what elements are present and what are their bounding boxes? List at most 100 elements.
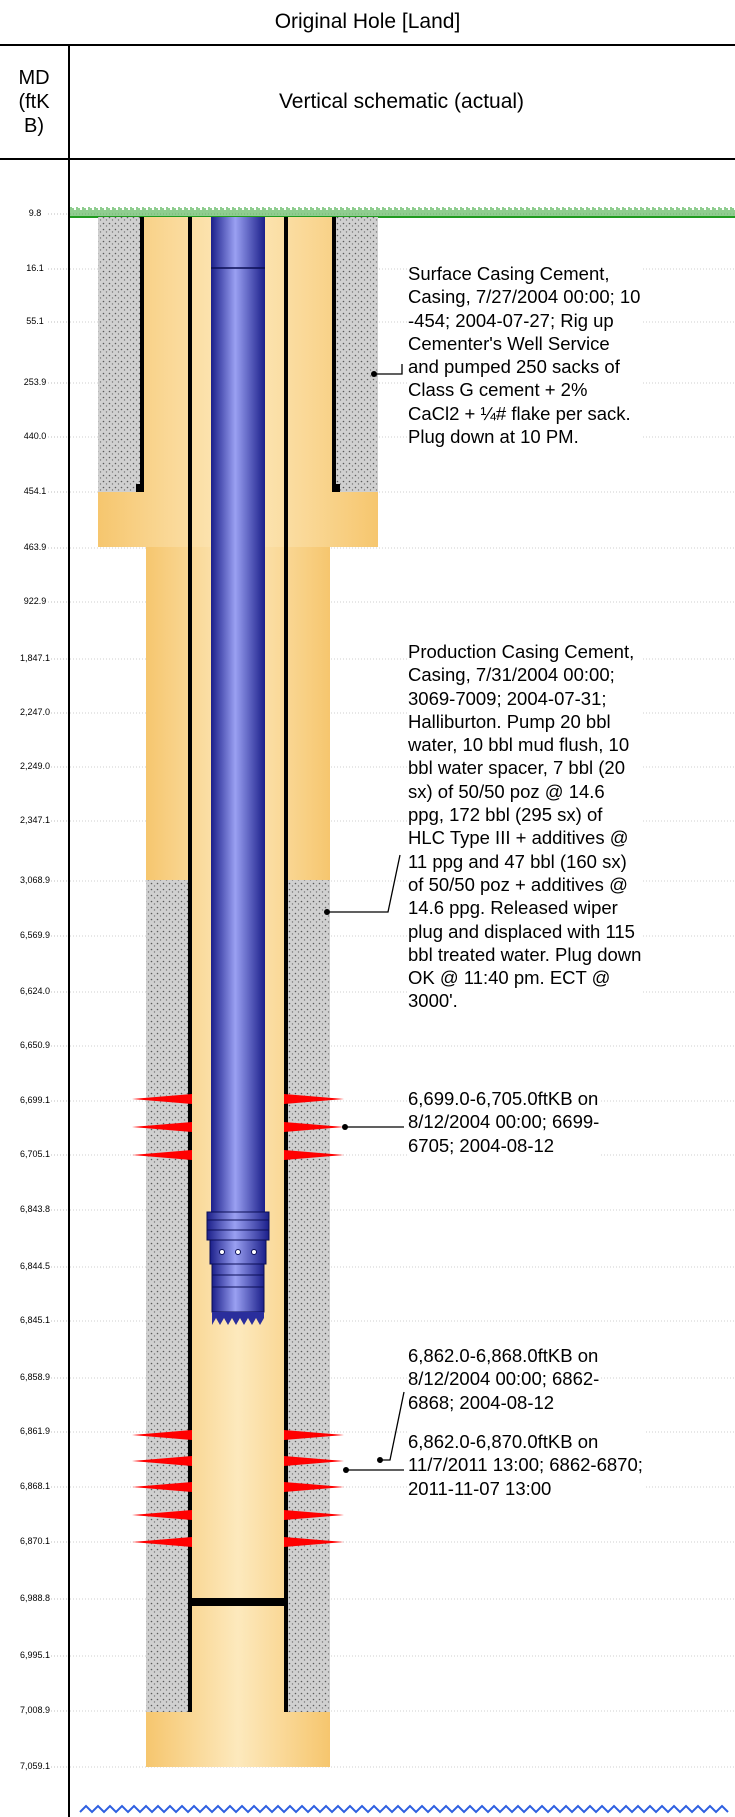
note-line: 11 ppg and 47 bbl (160 sx) <box>408 850 627 872</box>
bridge-plug <box>190 1598 286 1606</box>
note-line: plug and displaced with 115 <box>408 920 635 942</box>
md-label: 6,624.0 <box>19 986 51 996</box>
note-line: Plug down at 10 PM. <box>408 426 579 448</box>
perforation-shot-left <box>132 1456 192 1466</box>
perforation-shot-right <box>284 1094 344 1104</box>
production-cement-left <box>146 880 189 1712</box>
surface-cement-left <box>98 217 141 492</box>
md-label: 6,870.1 <box>19 1536 51 1546</box>
perforation-shot-left <box>132 1150 192 1160</box>
note-line: Production Casing Cement, <box>408 641 635 662</box>
annotation-leaders <box>327 364 405 1471</box>
mule-shoe <box>211 1263 265 1313</box>
note-line: Halliburton. Pump 20 bbl <box>408 710 611 732</box>
md-label: 6,858.9 <box>19 1372 51 1382</box>
md-label: 6,843.8 <box>19 1204 51 1214</box>
md-column-header: MD (ftK B) <box>18 67 50 137</box>
note-line: Class G cement + 2% <box>408 379 588 401</box>
depth-gridlines <box>48 213 735 1768</box>
md-label: 454.1 <box>23 486 47 496</box>
note-line: 6,699.0-6,705.0ftKB on <box>408 1088 599 1109</box>
perforation-note-1: 6,699.0-6,705.0ftKB on 8/12/2004 00:00; 6… <box>407 1087 601 1157</box>
total-depth-marker <box>79 1804 729 1814</box>
header-divider <box>0 158 735 160</box>
surface-casing-left <box>140 217 144 492</box>
perforation-shot-right <box>284 1122 344 1132</box>
md-label: 463.9 <box>23 542 47 552</box>
md-label: 253.9 <box>23 377 47 387</box>
note-line: 6,862.0-6,870.0ftKB on <box>408 1431 599 1452</box>
md-label: 6,569.9 <box>19 930 51 940</box>
note-line: water, 10 bbl mud flush, 10 <box>408 734 630 756</box>
md-label: 16.1 <box>26 263 44 273</box>
surface-cement-note: Surface Casing Cement, Casing, 7/27/2004 … <box>407 262 642 449</box>
diagram-title: Original Hole [Land] <box>0 0 735 46</box>
perforation-shot-left <box>132 1094 192 1104</box>
note-line: CaCl2 + ¼# flake per sack. <box>408 402 631 424</box>
tubing-coupling <box>206 1211 270 1241</box>
note-line: OK @ 11:40 pm. ECT @ <box>408 967 611 989</box>
perforations <box>132 1094 344 1547</box>
note-line: bbl treated water. Plug down <box>408 943 642 965</box>
note-line: 8/12/2004 00:00; 6699- <box>408 1111 600 1133</box>
md-label: 6,845.1 <box>19 1315 51 1325</box>
ground-surface <box>70 205 735 217</box>
md-label: 440.0 <box>23 431 47 441</box>
note-line: 14.6 ppg. Released wiper <box>408 897 618 919</box>
md-label: 6,868.1 <box>19 1481 51 1491</box>
perforation-shot-right <box>284 1430 344 1440</box>
md-label: 7,059.1 <box>19 1761 51 1771</box>
md-label: 6,995.1 <box>19 1650 51 1660</box>
md-label: 2,247.0 <box>19 707 51 717</box>
note-line: 6,862.0-6,868.0ftKB on <box>408 1345 599 1366</box>
md-label: 9.8 <box>28 208 42 218</box>
perforation-shot-right <box>284 1510 344 1520</box>
note-line: of 50/50 poz + additives @ <box>408 873 628 895</box>
column-divider <box>68 46 70 1817</box>
schematic-column-header: Vertical schematic (actual) <box>278 90 525 113</box>
md-label: 922.9 <box>23 596 47 606</box>
note-line: 6868; 2004-08-12 <box>408 1391 555 1413</box>
perforation-shot-left <box>132 1430 192 1440</box>
md-label: 6,844.5 <box>19 1261 51 1271</box>
note-line: 2011-11-07 13:00 <box>408 1477 552 1499</box>
perforation-shot-right <box>284 1482 344 1492</box>
note-line: Casing, 7/31/2004 00:00; <box>408 664 615 686</box>
note-line: bbl water spacer, 7 bbl (20 <box>408 757 625 779</box>
md-label: 55.1 <box>26 316 44 326</box>
md-label: 6,988.8 <box>19 1593 51 1603</box>
perforation-shot-left <box>132 1122 192 1132</box>
perforation-shot-left <box>132 1510 192 1520</box>
note-line: and pumped 250 sacks of <box>408 356 620 378</box>
production-casing-right <box>284 217 288 1712</box>
md-label: 7,008.9 <box>19 1705 51 1715</box>
md-label: 2,249.0 <box>19 761 51 771</box>
note-line: Casing, 7/27/2004 00:00; 10 <box>408 286 641 308</box>
md-label: 2,347.1 <box>19 815 51 825</box>
perforation-shot-right <box>284 1537 344 1547</box>
note-line: 11/7/2011 13:00; 6862-6870; <box>408 1454 643 1476</box>
md-label: 6,861.9 <box>19 1426 51 1436</box>
note-line: 3069-7009; 2004-07-31; <box>408 687 607 709</box>
note-line: 8/12/2004 00:00; 6862- <box>408 1368 600 1390</box>
note-line: -454; 2004-07-27; Rig up <box>408 309 614 331</box>
perforation-shot-left <box>132 1537 192 1547</box>
production-casing-left <box>188 217 192 1712</box>
note-line: Surface Casing Cement, <box>408 263 610 284</box>
note-line: HLC Type III + additives @ <box>408 827 629 849</box>
note-line: Cementer's Well Service <box>408 332 610 354</box>
perforation-note-3: 6,862.0-6,870.0ftKB on 11/7/2011 13:00; 6… <box>407 1430 644 1500</box>
md-label: 6,705.1 <box>19 1149 51 1159</box>
production-cement-right <box>287 880 330 1712</box>
note-line: sx) of 50/50 poz @ 14.6 <box>408 780 605 802</box>
perforation-shot-right <box>284 1150 344 1160</box>
md-label: 6,650.9 <box>19 1040 51 1050</box>
perforation-note-2: 6,862.0-6,868.0ftKB on 8/12/2004 00:00; 6… <box>407 1344 601 1414</box>
md-label: 3,068.9 <box>19 875 51 885</box>
surface-cement-right <box>335 217 378 492</box>
md-label: 6,699.1 <box>19 1095 51 1105</box>
perforation-shot-right <box>284 1456 344 1466</box>
production-cement-note: Production Casing Cement, Casing, 7/31/20… <box>407 640 643 1013</box>
